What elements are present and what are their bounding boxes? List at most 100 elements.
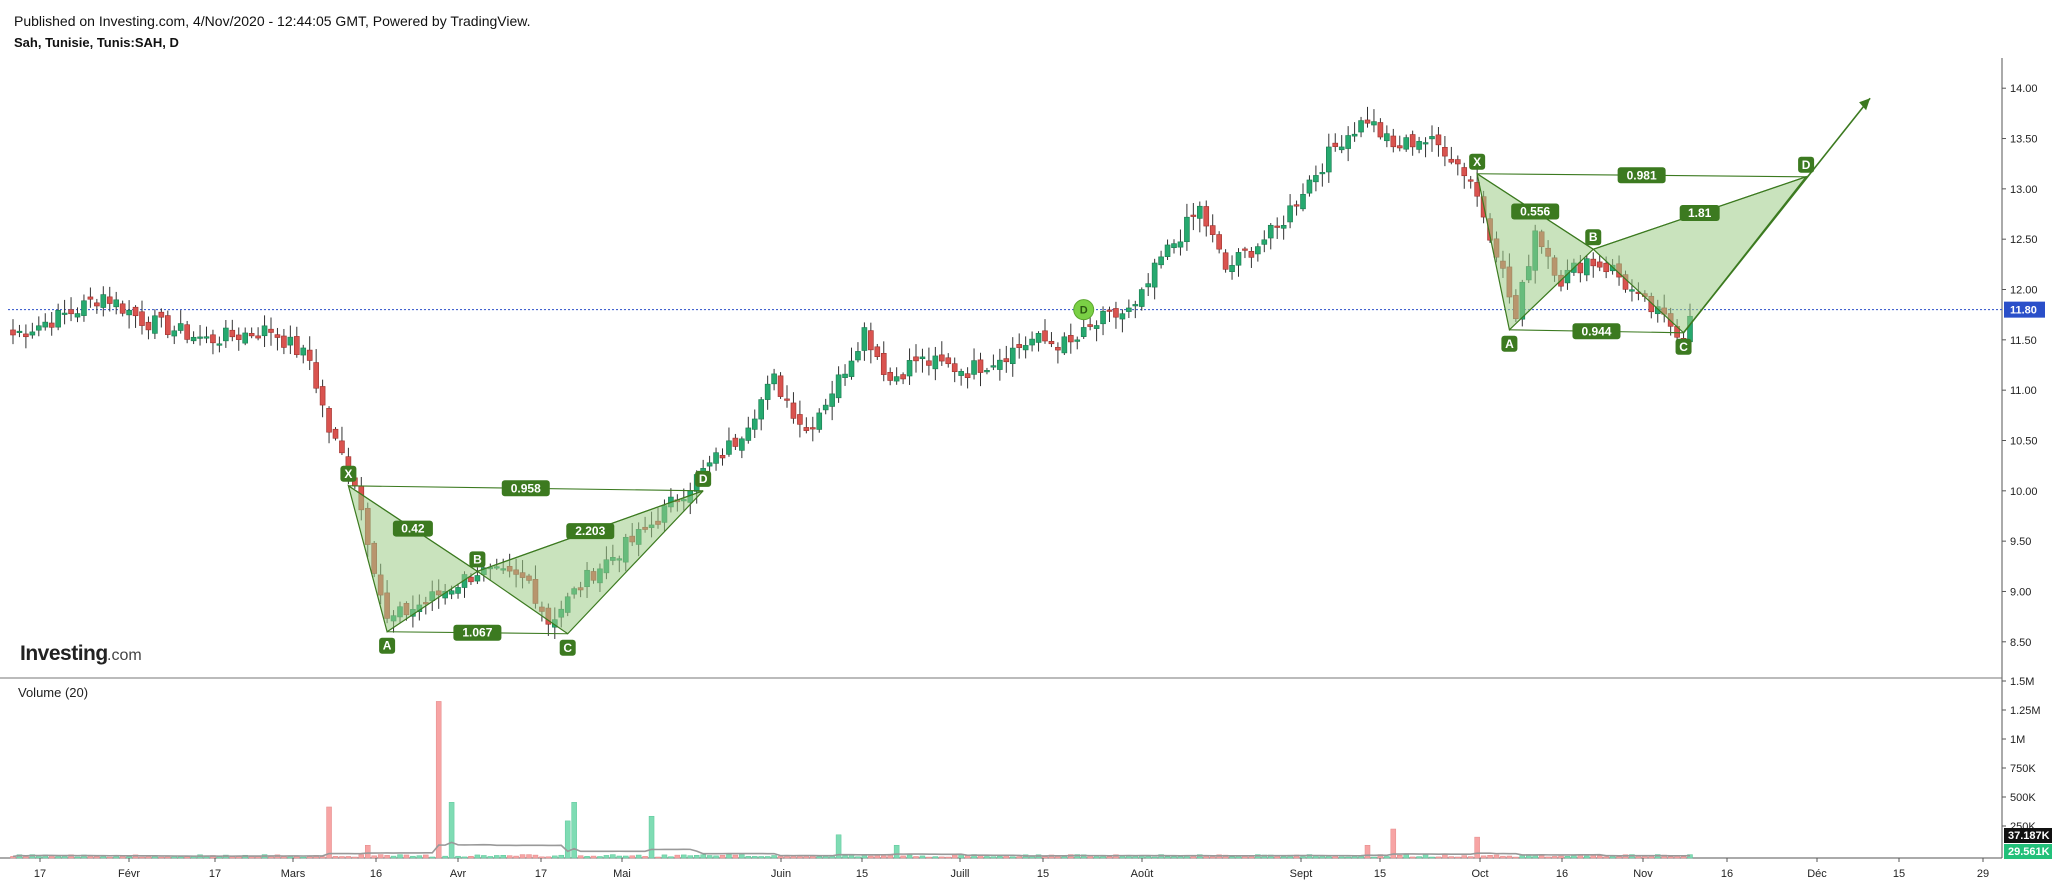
candle-up	[1384, 133, 1390, 142]
candle-up	[726, 440, 732, 455]
volume-bar	[603, 855, 610, 859]
candle-down	[1222, 252, 1229, 270]
volume-ma-line	[12, 841, 1691, 858]
pattern-1-ratio-ac-bg	[1572, 323, 1621, 340]
volume-bar	[1680, 856, 1687, 859]
candle-down	[468, 576, 474, 583]
volume-bar	[1209, 856, 1216, 859]
volume-bar	[371, 855, 377, 859]
price-tick-label: 10.00	[2010, 486, 2038, 498]
volume-bar	[1558, 855, 1564, 859]
candle-up	[1306, 179, 1313, 194]
volume-bar	[403, 854, 410, 859]
last-price-label: 11.80	[2010, 305, 2037, 317]
volume-bar	[564, 820, 571, 859]
candle-down	[1087, 324, 1093, 327]
volume-bar	[919, 855, 926, 859]
candle-up	[906, 360, 913, 377]
time-tick-label: Oct	[1471, 868, 1488, 880]
volume-bar	[732, 854, 739, 859]
candle-up	[751, 418, 758, 430]
candle-up	[1197, 205, 1203, 219]
volume-bar	[984, 856, 990, 859]
volume-bar	[448, 802, 455, 859]
candle-up	[958, 371, 964, 376]
candle-down	[87, 296, 94, 300]
volume-bar	[777, 856, 784, 859]
avg-volume-label: 29.561K	[2008, 846, 2050, 858]
volume-bar	[1042, 856, 1048, 859]
candle-down	[977, 359, 984, 373]
volume-bar	[229, 856, 236, 859]
price-tick-label: 12.00	[2010, 285, 2038, 297]
candle-up	[1151, 262, 1158, 288]
volume-bar	[951, 854, 958, 859]
volume-bar	[1338, 856, 1345, 859]
volume-bar	[539, 856, 545, 859]
volume-bar	[1061, 856, 1068, 859]
harmonic-patterns[interactable]: 0.958 0.42 2.203 1.067 X A B C D 0.981 0.556 1.81 0.…	[340, 97, 1871, 656]
volume-bar	[519, 854, 526, 859]
volume-bar	[165, 856, 171, 859]
pattern-0-point-b: B	[473, 552, 482, 566]
candle-down	[790, 402, 797, 419]
volume-bar	[635, 854, 642, 859]
price-tick-label: 11.50	[2010, 335, 2037, 347]
volume-bar	[648, 815, 655, 859]
projection-arrow-line	[1682, 97, 1871, 334]
candle-up	[893, 376, 900, 382]
volume-bar	[1480, 855, 1487, 859]
candle-down	[158, 311, 165, 318]
candle-down	[1055, 346, 1061, 351]
candle-down	[1377, 122, 1384, 138]
pattern-0-point-a: A	[383, 639, 392, 653]
volume-bar	[1538, 855, 1545, 859]
volume-bar	[739, 854, 745, 859]
candle-up	[771, 373, 777, 385]
volume-bar	[681, 854, 687, 859]
volume-bar	[661, 854, 668, 859]
volume-bar	[726, 854, 732, 859]
candle-down	[1216, 234, 1222, 250]
candle-down	[1048, 340, 1055, 345]
pattern-1-point-x-bg	[1469, 153, 1486, 170]
candle-up	[35, 325, 42, 331]
candle-up	[1009, 347, 1016, 365]
volume-bar	[526, 854, 532, 859]
volume-bar	[1010, 856, 1016, 859]
candle-up	[816, 412, 823, 430]
volume-bar	[126, 856, 132, 859]
volume-bar	[1416, 856, 1422, 859]
volume-pane-title: Volume (20)	[18, 685, 88, 700]
candle-down	[951, 363, 958, 373]
volume-bar	[416, 855, 423, 859]
last-price-badge	[2004, 301, 2045, 318]
volume-bar	[713, 855, 719, 859]
candle-down	[94, 302, 100, 307]
candle-up	[713, 452, 719, 464]
pattern-1-ratio-ac: 0.944	[1581, 324, 1611, 338]
candle-up	[223, 327, 229, 342]
candle-up	[706, 462, 713, 467]
pattern-0-ratio-xd-bg	[501, 480, 550, 497]
candle-up	[61, 312, 68, 315]
candle-up	[242, 332, 248, 344]
pattern-0-ratio-xb-bg	[392, 520, 433, 537]
candle-up	[997, 359, 1003, 370]
time-tick-label: Juin	[771, 868, 791, 880]
candle-up	[177, 323, 184, 331]
candle-up	[835, 374, 842, 399]
volume-bar	[764, 856, 771, 859]
price-tick-label: 13.00	[2010, 184, 2038, 196]
time-tick-label: Avr	[450, 868, 467, 880]
candle-down	[1209, 225, 1216, 235]
volume-bar	[881, 855, 887, 859]
investing-watermark: Investing .com	[20, 642, 142, 665]
candle-up	[1351, 133, 1358, 137]
candle-up	[1229, 265, 1235, 273]
candle-down	[1461, 167, 1468, 177]
candle-down	[1596, 261, 1603, 268]
volume-bar	[1229, 856, 1235, 859]
volume-bar	[558, 854, 564, 859]
